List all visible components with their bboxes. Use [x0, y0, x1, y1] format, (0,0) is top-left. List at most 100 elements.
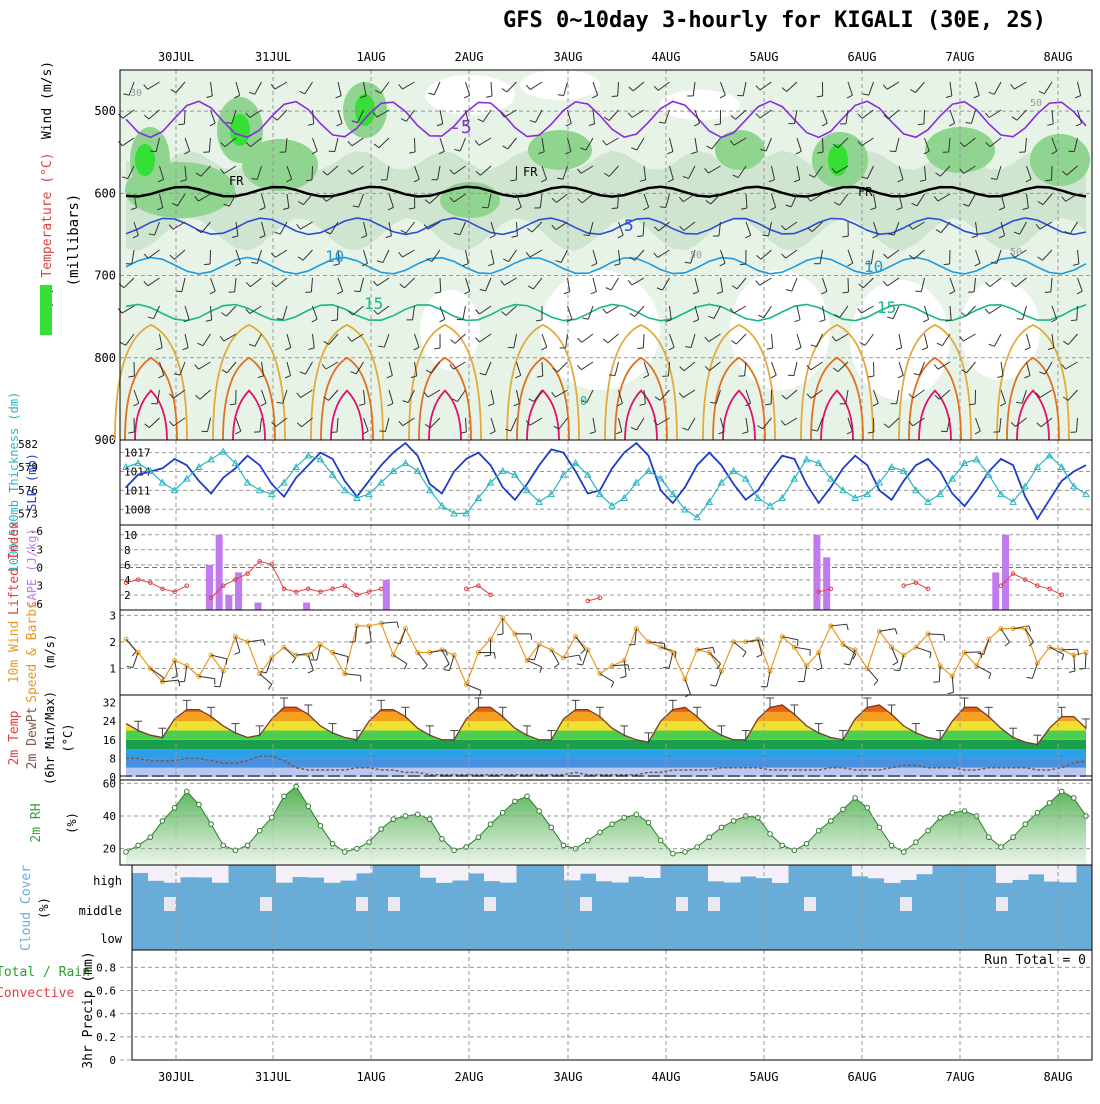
cloud-row-label: middle — [79, 904, 122, 918]
rh2m-area — [126, 787, 1086, 865]
wind10m-barb-flag — [713, 647, 715, 653]
wind10m-barb-flag — [540, 667, 542, 673]
wind10m-barb-flag — [444, 670, 450, 671]
rh2m-marker — [1047, 801, 1052, 806]
wind10m-barb-flag — [347, 657, 348, 663]
rh2m-marker — [318, 823, 323, 828]
thickness-tick: 582 — [18, 438, 38, 451]
wind-barb-flag — [1071, 320, 1077, 321]
wind10m-barb — [867, 668, 878, 680]
cape-tick: 2 — [124, 589, 131, 602]
rh-legend-swatch — [40, 285, 52, 335]
wind10m-barb-flag — [172, 676, 178, 678]
wind10m-tick: 1 — [109, 662, 116, 675]
wind10m-barb-flag — [1005, 642, 1010, 646]
wind10m-barb-flag — [531, 634, 532, 640]
wind10m-barb-flag — [263, 640, 265, 646]
temp-band — [120, 749, 1092, 758]
cloud-clear-high — [276, 865, 293, 883]
rh2m-marker — [804, 841, 809, 846]
wind10m-barb — [928, 634, 944, 635]
wind10m-barb — [831, 624, 847, 626]
wind-barb-flag — [150, 151, 156, 152]
temp2m-tick: 32 — [103, 697, 116, 710]
date-label-bottom: 4AUG — [652, 1070, 681, 1084]
wind10m-barb — [977, 666, 991, 673]
wind10m-barb-flag — [743, 652, 746, 657]
isotherm-label: 15 — [364, 294, 383, 313]
cloud-clear-high — [500, 865, 517, 883]
wind10m-barb-flag — [944, 635, 945, 641]
rh2m-marker — [294, 784, 299, 789]
wind10m-axis-label: 10m Wind — [7, 621, 22, 684]
wind10m-barb-flag — [1027, 677, 1033, 678]
rh-blob — [1030, 134, 1090, 186]
rh2m-marker — [257, 828, 262, 833]
lifted-index-line — [904, 583, 928, 589]
thickness-line — [126, 452, 1086, 518]
wind10m-barb — [126, 639, 136, 651]
precip-total-label: Total / Rain — [0, 965, 90, 980]
wind10m-barb — [260, 674, 272, 685]
rh2m-marker — [950, 810, 955, 815]
rh2m-marker — [525, 794, 530, 799]
wind10m-barb — [900, 655, 904, 670]
date-label-bottom: 8AUG — [1044, 1070, 1073, 1084]
wind10m-barb-flag — [978, 653, 984, 654]
cloud-row-label: high — [93, 874, 122, 888]
temperature-axis-label: Temperature (°C) — [40, 152, 55, 277]
date-label-top: 2AUG — [455, 50, 484, 64]
rh2m-marker — [986, 835, 991, 840]
rh2m-marker — [853, 796, 858, 801]
rh2m-marker — [780, 843, 785, 848]
cloud-clear-high — [308, 865, 325, 878]
wind10m-barb-flag — [423, 665, 427, 669]
wind10m-barb — [952, 676, 953, 692]
rh2m-marker — [330, 841, 335, 846]
temp2m-tick: 16 — [103, 734, 116, 747]
date-label-bottom: 7AUG — [946, 1070, 975, 1084]
precip-convective-label: Convective — [0, 986, 74, 1001]
precip-tick: 0.4 — [96, 1008, 116, 1021]
cloud-clear-high — [1012, 865, 1029, 880]
cloud-clear-high — [628, 865, 645, 877]
isotherm-label: -5 — [450, 117, 472, 138]
cloud-clear-high — [852, 865, 869, 876]
wind10m-barb-flag — [1062, 654, 1064, 660]
wind10m-tick: 3 — [109, 609, 116, 622]
wind10m-barb — [685, 679, 690, 694]
rh2m-marker — [610, 822, 615, 827]
isotherm-label: 50 — [1030, 98, 1042, 109]
cloud-clear-middle — [996, 897, 1008, 911]
slp-line — [126, 443, 1086, 519]
wind-barb-flag — [944, 264, 950, 265]
rh2m-marker — [513, 799, 518, 804]
wind-barb-flag — [306, 180, 312, 181]
cape-tick: 4 — [124, 574, 131, 587]
cloud-clear-high — [564, 865, 581, 880]
rh2m-marker — [841, 807, 846, 812]
cloud-clear-high — [900, 865, 917, 880]
rh2m-marker — [719, 825, 724, 830]
cloud-clear-high — [612, 865, 629, 883]
pressure-tick: 900 — [94, 433, 116, 447]
wind10m-barb — [199, 676, 215, 678]
wind-barb-flag — [765, 404, 771, 405]
slp-axis-label: SLP (mb) — [25, 453, 39, 511]
wind-barb-flag — [204, 264, 210, 265]
wind-barb-flag — [890, 151, 896, 152]
cape-bar — [255, 602, 262, 610]
isotherm-label: 10 — [864, 257, 883, 276]
pressure-tick: 500 — [94, 104, 116, 118]
wind10m-barb-flag — [554, 664, 559, 668]
pressure-tick: 600 — [94, 186, 116, 200]
cloud-clear-high — [164, 865, 181, 883]
rh2m-marker — [160, 819, 165, 824]
rh2m-marker — [549, 825, 554, 830]
wind10m-frame — [120, 610, 1092, 695]
precip-axis-label: 3hr Precip (mm) — [81, 951, 96, 1068]
cloud-clear-high — [212, 865, 229, 883]
